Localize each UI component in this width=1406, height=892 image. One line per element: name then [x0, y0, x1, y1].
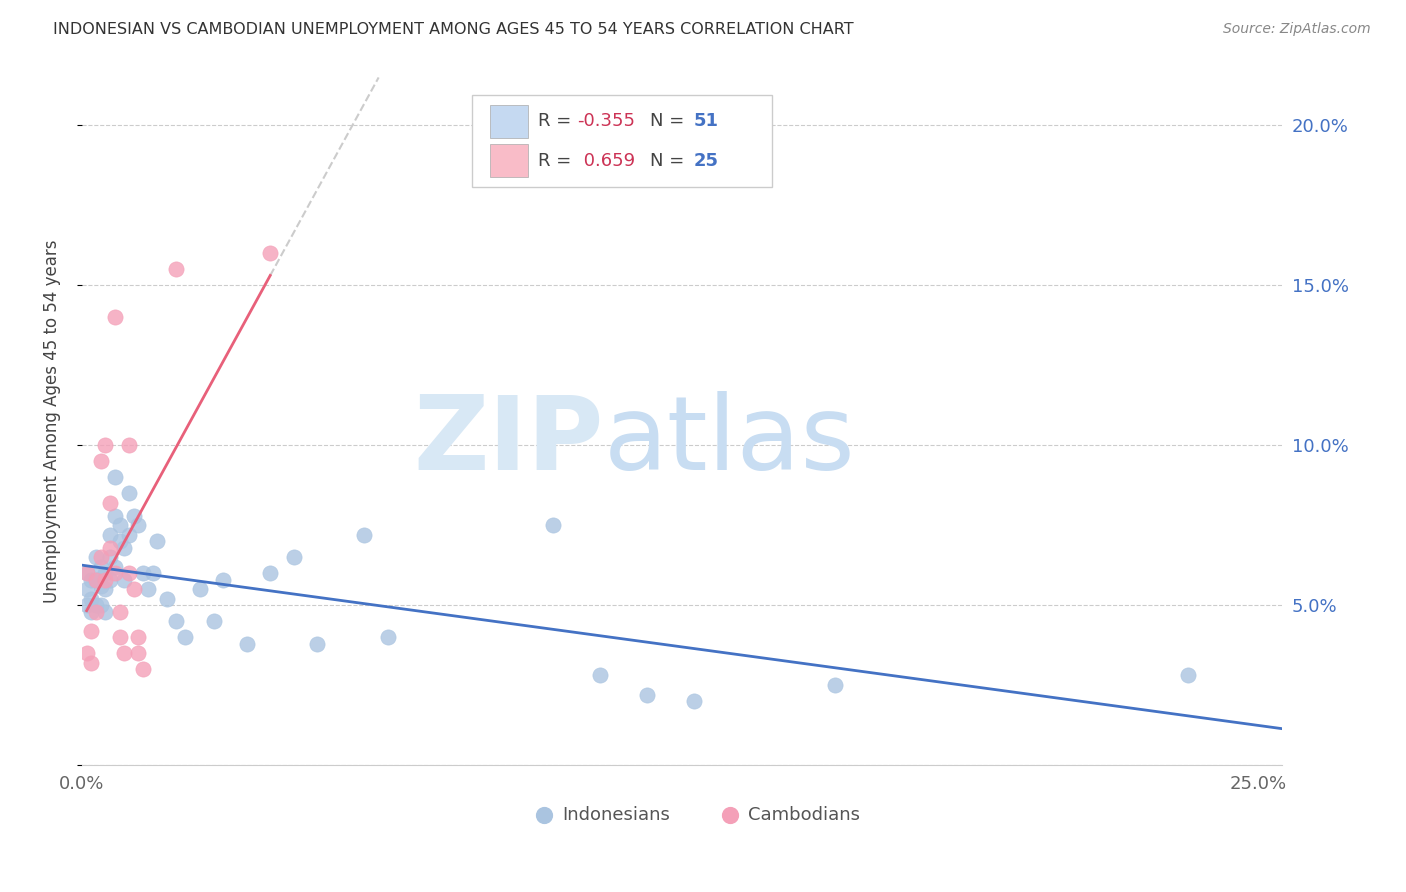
- Point: [80, 624, 103, 638]
- Point: [146, 534, 169, 549]
- Point: [682, 694, 704, 708]
- Text: INDONESIAN VS CAMBODIAN UNEMPLOYMENT AMONG AGES 45 TO 54 YEARS CORRELATION CHART: INDONESIAN VS CAMBODIAN UNEMPLOYMENT AMO…: [53, 22, 853, 37]
- Text: Cambodians: Cambodians: [748, 805, 860, 823]
- Point: [118, 486, 141, 500]
- Point: [76, 598, 98, 612]
- Point: [76, 646, 98, 660]
- Text: R =: R =: [538, 112, 576, 130]
- Point: [259, 566, 281, 581]
- Point: [84, 573, 107, 587]
- Point: [202, 614, 225, 628]
- Point: [90, 559, 112, 574]
- Text: Source: ZipAtlas.com: Source: ZipAtlas.com: [1223, 22, 1371, 37]
- Point: [84, 605, 107, 619]
- Point: [118, 566, 141, 581]
- Text: -0.355: -0.355: [578, 112, 636, 130]
- Text: R =: R =: [538, 152, 576, 169]
- Point: [94, 582, 117, 596]
- Point: [76, 582, 98, 596]
- Point: [122, 508, 145, 523]
- Point: [90, 454, 112, 468]
- Bar: [491, 145, 529, 178]
- Point: [127, 630, 149, 644]
- Point: [80, 573, 103, 587]
- Point: [132, 662, 155, 676]
- FancyBboxPatch shape: [472, 95, 772, 187]
- Point: [165, 262, 187, 277]
- Point: [104, 508, 127, 523]
- Point: [98, 541, 121, 555]
- Point: [824, 678, 846, 692]
- Point: [90, 550, 112, 565]
- Point: [108, 605, 131, 619]
- Point: [112, 646, 135, 660]
- Point: [90, 579, 112, 593]
- Point: [80, 591, 103, 606]
- Point: [141, 566, 163, 581]
- Text: N =: N =: [650, 152, 689, 169]
- Point: [136, 582, 159, 596]
- Text: N =: N =: [650, 112, 689, 130]
- Point: [108, 630, 131, 644]
- Point: [94, 566, 117, 581]
- Point: [112, 541, 135, 555]
- Point: [174, 630, 197, 644]
- Point: [80, 605, 103, 619]
- Point: [283, 550, 305, 565]
- Point: [353, 528, 375, 542]
- Point: [84, 598, 107, 612]
- Point: [80, 656, 103, 670]
- Point: [541, 518, 564, 533]
- Text: atlas: atlas: [605, 392, 856, 492]
- Text: 25: 25: [695, 152, 718, 169]
- Point: [589, 668, 612, 682]
- Point: [165, 614, 187, 628]
- Point: [1177, 668, 1199, 682]
- Point: [94, 573, 117, 587]
- Point: [98, 573, 121, 587]
- Point: [307, 636, 329, 650]
- Point: [104, 559, 127, 574]
- Point: [127, 518, 149, 533]
- Bar: [491, 104, 529, 137]
- Point: [76, 566, 98, 581]
- Point: [259, 246, 281, 260]
- Point: [132, 566, 155, 581]
- Point: [108, 534, 131, 549]
- Point: [104, 310, 127, 325]
- Point: [235, 636, 257, 650]
- Point: [84, 573, 107, 587]
- Point: [118, 438, 141, 452]
- Point: [104, 566, 127, 581]
- Point: [156, 591, 179, 606]
- Text: 0.659: 0.659: [578, 152, 634, 169]
- Y-axis label: Unemployment Among Ages 45 to 54 years: Unemployment Among Ages 45 to 54 years: [44, 239, 60, 603]
- Point: [112, 573, 135, 587]
- Text: Indonesians: Indonesians: [562, 805, 669, 823]
- Point: [94, 438, 117, 452]
- Point: [84, 550, 107, 565]
- Point: [122, 582, 145, 596]
- Point: [108, 518, 131, 533]
- Point: [98, 496, 121, 510]
- Point: [98, 550, 121, 565]
- Point: [127, 646, 149, 660]
- Point: [118, 528, 141, 542]
- Point: [188, 582, 211, 596]
- Text: 51: 51: [695, 112, 718, 130]
- Point: [94, 605, 117, 619]
- Point: [636, 688, 658, 702]
- Text: ZIP: ZIP: [413, 392, 605, 492]
- Point: [104, 470, 127, 484]
- Point: [90, 598, 112, 612]
- Point: [98, 528, 121, 542]
- Point: [76, 566, 98, 581]
- Point: [377, 630, 399, 644]
- Point: [212, 573, 235, 587]
